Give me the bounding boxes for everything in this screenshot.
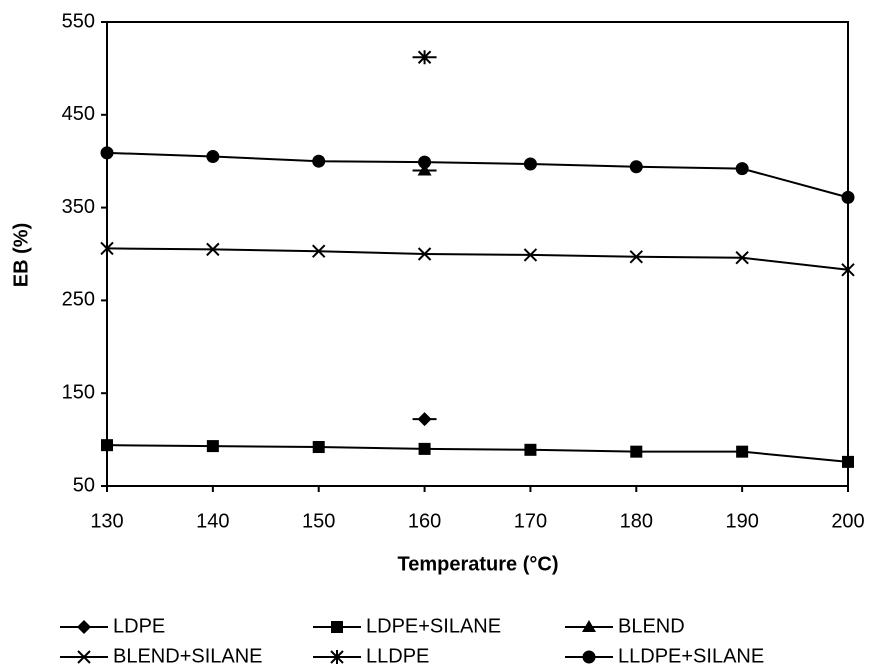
legend-marker [582,650,596,664]
legend-marker [77,650,91,664]
marker [735,251,749,265]
marker [101,439,113,452]
legend-label: LLDPE+SILANE [618,645,764,667]
legend-label: BLEND+SILANE [113,645,263,667]
marker [206,242,220,257]
marker [524,443,537,456]
marker [417,163,432,176]
x-tick-label: 160 [408,510,441,532]
y-axis-title: EB (%) [10,223,32,287]
legend-marker [330,650,344,664]
series-line [106,151,849,199]
x-tick-label: 170 [514,510,547,532]
marker [417,247,432,261]
legend-marker [582,620,596,632]
marker [841,190,855,204]
x-tick-label: 180 [620,510,653,532]
marker [842,455,854,468]
marker [418,442,431,455]
x-tick-label: 140 [196,510,229,532]
y-tick-label: 250 [62,289,95,311]
marker [629,250,643,264]
y-tick-label: 550 [62,10,95,32]
marker [312,441,325,454]
x-tick-label: 200 [831,510,864,532]
legend-label: LDPE [113,615,165,637]
x-axis-title: Temperature (°C) [398,553,559,575]
marker [312,154,326,168]
marker [417,50,432,65]
series-line [106,247,849,271]
x-tick-label: 190 [725,510,758,532]
y-tick-label: 450 [62,103,95,125]
marker [629,160,643,174]
marker [523,248,538,262]
series-line [106,444,849,463]
marker [736,445,749,458]
y-tick-label: 350 [62,196,95,218]
marker [100,146,114,160]
x-tick-label: 130 [90,510,123,532]
marker [312,244,326,258]
marker [523,157,537,171]
legend-label: LLDPE [366,645,429,667]
legend-label: BLEND [618,615,685,637]
legend-marker [331,621,343,633]
marker [206,150,220,164]
y-tick-label: 150 [62,381,95,403]
marker [100,241,114,256]
y-tick-label: 50 [73,474,95,496]
legend-marker [77,620,91,634]
marker [418,155,432,169]
marker [206,440,219,453]
marker [841,263,855,277]
x-tick-label: 150 [302,510,335,532]
plot-frame [106,21,849,487]
legend-label: LDPE+SILANE [366,615,501,637]
marker [630,445,643,458]
marker [417,412,432,427]
marker [735,162,749,176]
